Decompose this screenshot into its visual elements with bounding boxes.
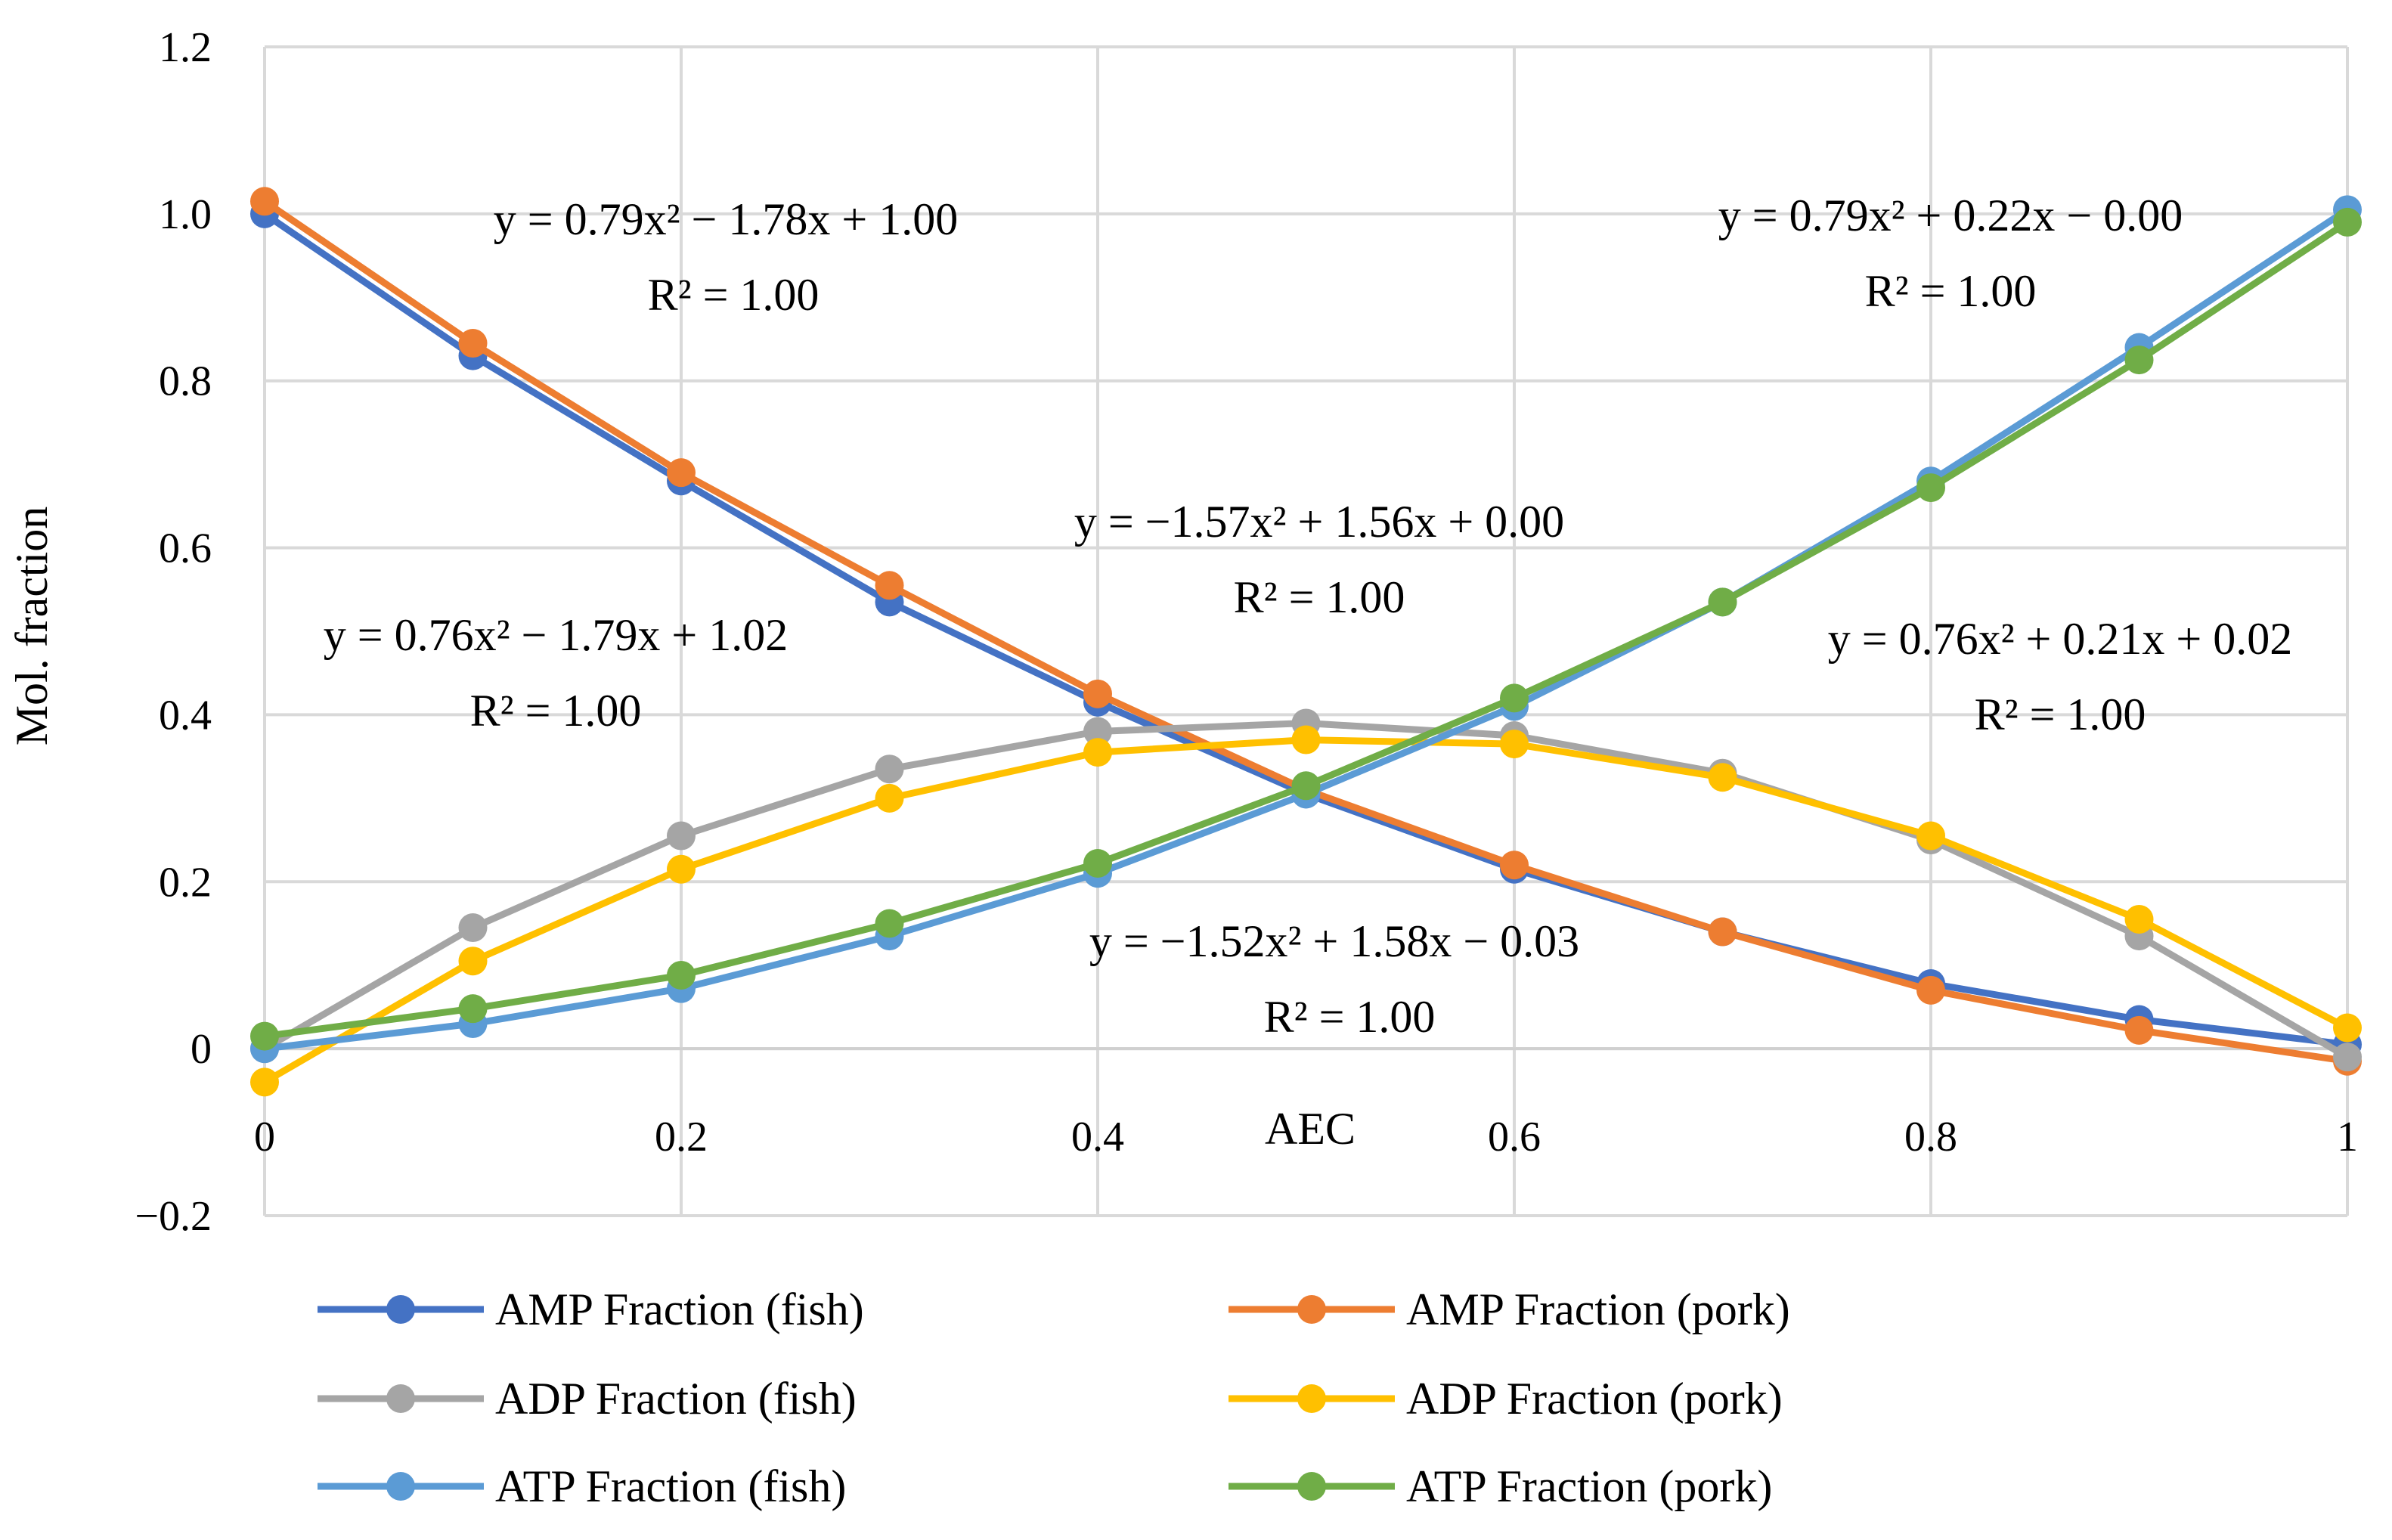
data-point (875, 755, 904, 784)
y-tick-label: 0.4 (159, 692, 212, 739)
series-adp-fraction-pork (250, 725, 2362, 1097)
data-point (458, 947, 488, 976)
legend: AMP Fraction (fish) AMP Fraction (pork) AD… (318, 1284, 1790, 1511)
annotation-equation-atp-fish: y = 0.79x² + 0.22x − 0.00 (1718, 191, 2183, 240)
data-point (1916, 821, 1945, 851)
annotation-equation-adp-pork: y = −1.52x² + 1.58x − 0.03 (1089, 916, 1579, 966)
legend-item: AMP Fraction (pork) (1229, 1284, 1790, 1334)
x-axis-title: AEC (1265, 1104, 1356, 1154)
legend-swatch-marker (386, 1295, 415, 1324)
x-tick-label: 0.4 (1071, 1114, 1124, 1160)
data-point (667, 821, 696, 851)
x-tick-label: 0 (254, 1114, 275, 1160)
data-point (875, 909, 904, 938)
annotation-r2-atp-fish: R² = 1.00 (1865, 266, 2037, 316)
annotation-r2-atp-pork: R² = 1.00 (1975, 689, 2146, 739)
x-tick-label: 0.2 (655, 1114, 708, 1160)
data-point (2124, 1015, 2154, 1045)
y-axis-title: Mol. fraction (7, 507, 57, 746)
legend-label: ATP Fraction (pork) (1406, 1461, 1772, 1511)
annotation-equation-amp-fish: y = 0.79x² − 1.78x + 1.00 (494, 194, 959, 244)
data-point (667, 854, 696, 884)
y-tick-label: 0.2 (159, 859, 212, 906)
legend-swatch-marker (1297, 1384, 1326, 1413)
legend-label: AMP Fraction (pork) (1406, 1284, 1790, 1334)
legend-label: ADP Fraction (pork) (1406, 1374, 1783, 1424)
data-point (250, 1067, 279, 1097)
plot-series (250, 187, 2362, 1097)
legend-item: ADP Fraction (pork) (1229, 1374, 1783, 1424)
y-tick-label: 0 (191, 1026, 212, 1073)
data-point (667, 960, 696, 990)
data-point (2333, 1043, 2362, 1072)
data-point (1083, 717, 1112, 746)
data-point (1916, 975, 1945, 1005)
annotation-r2-adp-pork: R² = 1.00 (1264, 992, 1436, 1042)
data-point (458, 913, 488, 943)
data-point (1291, 725, 1321, 755)
legend-label: ADP Fraction (fish) (495, 1374, 857, 1424)
data-point (250, 1021, 279, 1051)
data-point (2333, 1013, 2362, 1043)
legend-swatch-marker (1297, 1295, 1326, 1324)
data-point (875, 571, 904, 600)
data-point (1291, 771, 1321, 801)
x-tick-label: 0.6 (1488, 1114, 1541, 1160)
legend-swatch-marker (1297, 1472, 1326, 1501)
data-point (1500, 683, 1529, 713)
series-atp-fraction-pork (250, 207, 2362, 1051)
data-point (667, 458, 696, 488)
annotation-equation-adp-fish: y = −1.57x² + 1.56x + 0.00 (1074, 497, 1564, 547)
legend-label: AMP Fraction (fish) (495, 1284, 864, 1334)
legend-item: ATP Fraction (pork) (1229, 1461, 1772, 1511)
y-tick-label: 1.0 (159, 191, 212, 238)
data-point (875, 783, 904, 813)
data-point (1500, 730, 1529, 759)
legend-item: AMP Fraction (fish) (318, 1284, 864, 1334)
annotation-equation-atp-pork: y = 0.76x² + 0.21x + 0.02 (1828, 614, 2293, 664)
x-tick-label: 0.8 (1904, 1114, 1957, 1160)
legend-item: ATP Fraction (fish) (318, 1461, 846, 1511)
data-point (1083, 848, 1112, 878)
data-point (1500, 851, 1529, 880)
legend-swatch-marker (386, 1472, 415, 1501)
y-tick-label: −0.2 (135, 1193, 212, 1240)
legend-label: ATP Fraction (fish) (495, 1461, 846, 1511)
data-point (2124, 904, 2154, 934)
data-point (2124, 345, 2154, 375)
annotation-r2-amp-fish: R² = 1.00 (648, 270, 820, 320)
annotation-r2-adp-fish: R² = 1.00 (1234, 572, 1405, 622)
data-point (1083, 738, 1112, 767)
data-point (2333, 207, 2362, 237)
data-point (458, 329, 488, 358)
y-tick-label: 1.2 (159, 24, 212, 71)
data-point (1708, 587, 1737, 617)
data-point (1708, 917, 1737, 947)
data-point (1083, 679, 1112, 708)
y-tick-label: 0.6 (159, 525, 212, 572)
y-tick-label: 0.8 (159, 358, 212, 405)
data-point (458, 994, 488, 1024)
legend-item: ADP Fraction (fish) (318, 1374, 857, 1424)
annotation-equation-amp-pork: y = 0.76x² − 1.79x + 1.02 (324, 610, 789, 660)
x-axis-ticks: 0 0.2 0.4 0.6 0.8 1 (254, 1114, 2358, 1160)
y-axis-ticks: −0.2 0 0.2 0.4 0.6 0.8 1.0 1.2 (135, 24, 212, 1240)
data-point (250, 187, 279, 216)
x-tick-label: 1 (2337, 1114, 2358, 1160)
data-point (1916, 473, 1945, 503)
data-point (1708, 763, 1737, 792)
annotation-r2-amp-pork: R² = 1.00 (470, 686, 642, 736)
legend-swatch-marker (386, 1384, 415, 1413)
